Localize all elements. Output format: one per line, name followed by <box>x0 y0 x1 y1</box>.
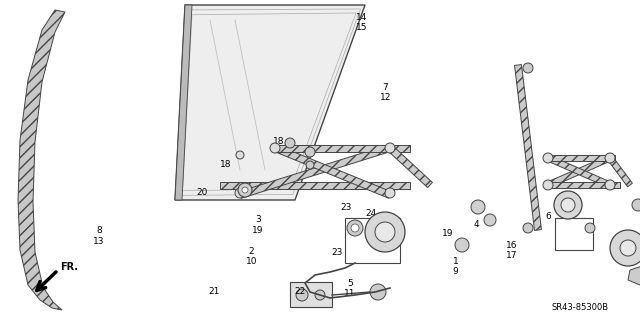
Bar <box>555 218 593 250</box>
Text: 23: 23 <box>332 248 343 256</box>
Text: 18: 18 <box>220 160 231 169</box>
Circle shape <box>632 199 640 211</box>
Polygon shape <box>18 10 65 310</box>
Polygon shape <box>175 5 365 200</box>
Polygon shape <box>220 182 410 189</box>
Circle shape <box>347 220 363 236</box>
Circle shape <box>471 200 485 214</box>
Text: 18: 18 <box>273 137 284 146</box>
Circle shape <box>238 183 252 197</box>
Circle shape <box>523 223 533 233</box>
Text: 23: 23 <box>340 203 352 212</box>
Text: FR.: FR. <box>60 262 78 272</box>
Text: 4: 4 <box>474 220 479 229</box>
Text: 1
9: 1 9 <box>453 257 458 276</box>
Circle shape <box>270 143 280 153</box>
Polygon shape <box>388 145 433 188</box>
Text: SR43-85300B: SR43-85300B <box>552 303 609 313</box>
Text: 20: 20 <box>196 189 207 197</box>
Text: 22: 22 <box>294 287 305 296</box>
Circle shape <box>554 191 582 219</box>
Polygon shape <box>548 155 615 161</box>
Circle shape <box>315 290 325 300</box>
Circle shape <box>351 224 359 232</box>
Circle shape <box>610 230 640 266</box>
Circle shape <box>375 222 395 242</box>
Text: 6: 6 <box>545 212 550 221</box>
Circle shape <box>236 151 244 159</box>
Polygon shape <box>515 64 541 230</box>
Circle shape <box>235 188 245 198</box>
Bar <box>345 218 400 263</box>
Text: 14
15: 14 15 <box>356 13 367 32</box>
Circle shape <box>523 63 533 73</box>
Circle shape <box>385 143 395 153</box>
Circle shape <box>585 223 595 233</box>
Bar <box>290 282 332 307</box>
Circle shape <box>605 153 615 163</box>
Circle shape <box>455 238 469 252</box>
Circle shape <box>484 214 496 226</box>
Circle shape <box>296 289 308 301</box>
Circle shape <box>620 240 636 256</box>
Polygon shape <box>275 145 410 152</box>
Text: 5
11: 5 11 <box>344 279 356 298</box>
Text: 3
19: 3 19 <box>252 215 264 234</box>
Polygon shape <box>628 265 640 285</box>
Text: 2
10: 2 10 <box>246 247 257 266</box>
Polygon shape <box>175 5 192 200</box>
Circle shape <box>305 147 315 157</box>
Polygon shape <box>239 145 391 198</box>
Circle shape <box>543 153 553 163</box>
Polygon shape <box>547 155 611 188</box>
Circle shape <box>242 187 248 193</box>
Circle shape <box>561 198 575 212</box>
Polygon shape <box>274 145 391 198</box>
Polygon shape <box>547 155 611 188</box>
Text: 19: 19 <box>442 229 454 238</box>
Circle shape <box>365 212 405 252</box>
Polygon shape <box>548 182 620 188</box>
Circle shape <box>370 284 386 300</box>
Circle shape <box>543 180 553 190</box>
Text: 8
13: 8 13 <box>93 226 105 246</box>
Text: 7
12: 7 12 <box>380 83 391 102</box>
Circle shape <box>306 161 314 169</box>
Circle shape <box>285 138 295 148</box>
Text: 21: 21 <box>209 287 220 296</box>
Circle shape <box>605 180 615 190</box>
Text: 24: 24 <box>365 209 376 218</box>
Circle shape <box>385 188 395 198</box>
Polygon shape <box>607 156 632 187</box>
Text: 16
17: 16 17 <box>506 241 518 260</box>
